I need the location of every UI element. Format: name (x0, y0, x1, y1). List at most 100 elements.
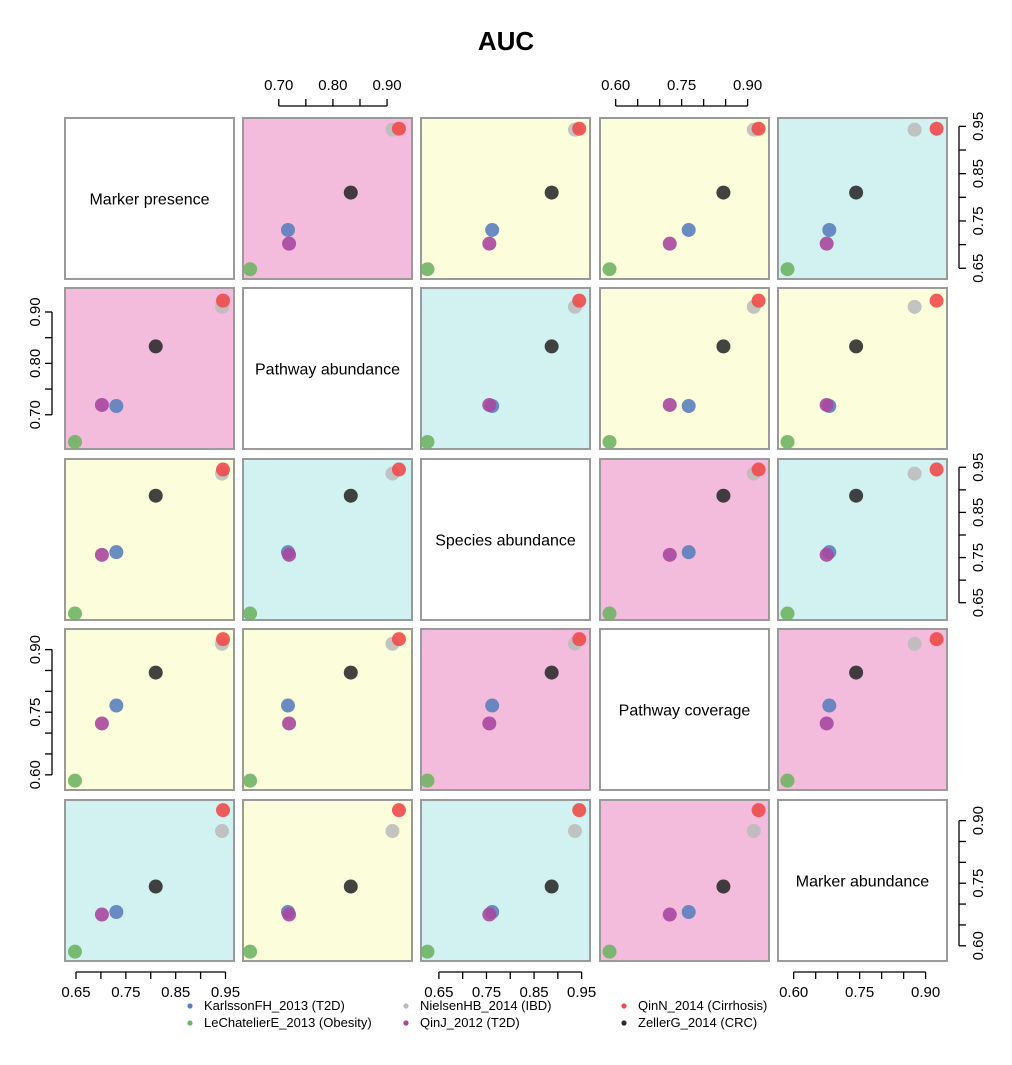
point-qinn-2014-cirrhosis (572, 293, 587, 308)
tick-label: 0.75 (970, 869, 987, 898)
panel-frame (420, 458, 591, 621)
panel-pathway-coverage-vs-marker-presence (64, 628, 235, 791)
legend: KarlssonFH_2013 (T2D) LeChatelierE_2013 (… (187, 998, 767, 1030)
panel-frame (777, 458, 948, 621)
point-qinj-2012-t2d (94, 397, 109, 412)
tick-label: 0.90 (27, 635, 44, 664)
legend-marker (621, 1020, 627, 1026)
point-qinn-2014-cirrhosis (929, 293, 944, 308)
bottom-axis-col-2: 0.65 0.75 0.85 0.95 (424, 971, 596, 1001)
point-lechateliere-2013-obesity (243, 262, 258, 277)
panel-frame (242, 799, 413, 962)
point-nielsenhb-2014-ibd (746, 824, 761, 839)
right-axis-row-0: 0.65 0.75 0.85 0.95 (958, 112, 987, 283)
panel-frame (242, 287, 413, 450)
point-lechateliere-2013-obesity (420, 434, 435, 449)
tick-label: 0.60 (970, 931, 987, 960)
axes: 0.70 0.80 0.90 0.60 0.75 0.90 0.65 0.75 0.85 0.95… (27, 77, 987, 1001)
point-qinn-2014-cirrhosis (391, 803, 406, 818)
panel-pathway-abundance-vs-pathway-abundance: Pathway abundance (242, 287, 413, 450)
point-qinn-2014-cirrhosis (391, 121, 406, 136)
panel-pathway-abundance-vs-pathway-coverage (599, 287, 770, 450)
point-zellerg-2014-crc (849, 339, 864, 354)
panel-frame (64, 458, 235, 621)
tick-label: 0.90 (970, 806, 987, 835)
panel-frame (64, 628, 235, 791)
point-nielsenhb-2014-ibd (215, 824, 230, 839)
tick-label: 0.65 (970, 254, 987, 283)
point-lechateliere-2013-obesity (243, 773, 258, 788)
tick-label: 0.70 (264, 77, 293, 94)
point-lechateliere-2013-obesity (780, 606, 795, 621)
tick-label: 0.90 (911, 984, 940, 1001)
panel-marker-presence-vs-pathway-coverage (599, 117, 770, 280)
point-lechateliere-2013-obesity (780, 773, 795, 788)
tick-label: 0.65 (424, 984, 453, 1001)
panel-frame (420, 117, 591, 280)
point-zellerg-2014-crc (849, 185, 864, 200)
panel-frame (420, 287, 591, 450)
panel-frame (777, 628, 948, 791)
point-qinn-2014-cirrhosis (751, 121, 766, 136)
panel-pathway-coverage-vs-pathway-coverage: Pathway coverage (599, 628, 770, 791)
point-lechateliere-2013-obesity (67, 434, 82, 449)
point-karlssonfh-2013-t2d (109, 399, 124, 414)
point-zellerg-2014-crc (148, 339, 163, 354)
point-lechateliere-2013-obesity (67, 773, 82, 788)
legend-item-karlssonfh-2013-t2d: KarlssonFH_2013 (T2D) (187, 998, 345, 1013)
point-karlssonfh-2013-t2d (280, 222, 295, 237)
point-karlssonfh-2013-t2d (681, 545, 696, 560)
point-qinj-2012-t2d (282, 716, 297, 731)
tick-label: 0.90 (372, 77, 401, 94)
top-axis-col-1: 0.70 0.80 0.90 (264, 77, 402, 107)
point-nielsenhb-2014-ibd (907, 636, 922, 651)
point-karlssonfh-2013-t2d (280, 698, 295, 713)
panel-frame (599, 628, 770, 791)
point-qinj-2012-t2d (662, 547, 677, 562)
point-zellerg-2014-crc (544, 665, 559, 680)
panel-species-abundance-vs-marker-presence (64, 458, 235, 621)
point-nielsenhb-2014-ibd (907, 299, 922, 314)
tick-label: 0.70 (27, 400, 44, 429)
point-karlssonfh-2013-t2d (681, 399, 696, 414)
point-qinn-2014-cirrhosis (572, 121, 587, 136)
point-qinj-2012-t2d (482, 907, 497, 922)
point-nielsenhb-2014-ibd (907, 122, 922, 137)
point-zellerg-2014-crc (343, 665, 358, 680)
point-qinj-2012-t2d (94, 907, 109, 922)
point-qinj-2012-t2d (94, 716, 109, 731)
point-zellerg-2014-crc (716, 339, 731, 354)
tick-label: 0.90 (733, 77, 762, 94)
panel-pathway-abundance-vs-marker-abundance (777, 287, 948, 450)
tick-label: 0.85 (519, 984, 548, 1001)
point-lechateliere-2013-obesity (243, 606, 258, 621)
point-lechateliere-2013-obesity (67, 606, 82, 621)
point-zellerg-2014-crc (148, 879, 163, 894)
tick-label: 0.60 (27, 760, 44, 789)
point-qinj-2012-t2d (94, 547, 109, 562)
point-qinj-2012-t2d (819, 716, 834, 731)
legend-label: KarlssonFH_2013 (T2D) (204, 998, 345, 1013)
point-karlssonfh-2013-t2d (681, 905, 696, 920)
legend-marker (621, 1003, 627, 1009)
panel-marker-abundance-vs-pathway-abundance (242, 799, 413, 962)
point-karlssonfh-2013-t2d (109, 698, 124, 713)
tick-label: 0.85 (970, 498, 987, 527)
point-qinj-2012-t2d (282, 907, 297, 922)
legend-label: LeChatelierE_2013 (Obesity) (204, 1015, 372, 1030)
point-zellerg-2014-crc (849, 488, 864, 503)
point-qinj-2012-t2d (482, 716, 497, 731)
legend-marker (403, 1003, 409, 1009)
point-zellerg-2014-crc (544, 339, 559, 354)
legend-item-qinj-2012-t2d: QinJ_2012 (T2D) (403, 1015, 520, 1030)
panel-pathway-coverage-vs-pathway-abundance (242, 628, 413, 791)
point-qinn-2014-cirrhosis (391, 462, 406, 477)
panel-frame (777, 117, 948, 280)
point-qinn-2014-cirrhosis (572, 632, 587, 647)
point-qinj-2012-t2d (482, 236, 497, 251)
legend-label: QinJ_2012 (T2D) (420, 1015, 520, 1030)
point-qinn-2014-cirrhosis (751, 803, 766, 818)
panel-frame (64, 117, 235, 280)
panel-marker-abundance-vs-marker-abundance: Marker abundance (777, 799, 948, 962)
legend-item-zellerg-2014-crc: ZellerG_2014 (CRC) (621, 1015, 757, 1030)
